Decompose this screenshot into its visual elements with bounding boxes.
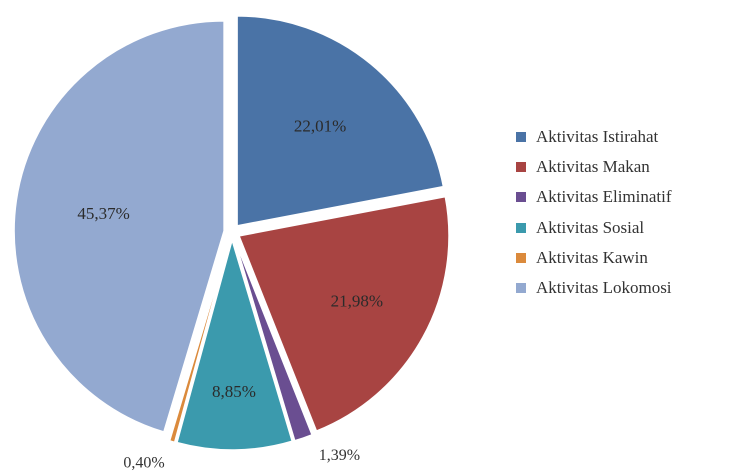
legend-item-makan: Aktivitas Makan xyxy=(516,152,672,182)
pie-slice-kawin xyxy=(168,239,231,444)
legend-swatch-makan xyxy=(516,162,526,173)
legend-label-sosial: Aktivitas Sosial xyxy=(536,217,645,237)
data-label-eliminatif: 1,39% xyxy=(319,447,360,464)
legend-swatch-istirahat xyxy=(516,132,526,143)
legend-swatch-lokomosi xyxy=(516,283,526,294)
legend-swatch-sosial xyxy=(516,222,526,233)
legend-swatch-eliminatif xyxy=(516,192,526,203)
pie-slice-eliminatif xyxy=(233,239,314,442)
data-label-makan: 21,98% xyxy=(331,292,383,311)
pie-slice-makan xyxy=(237,195,450,433)
legend-item-lokomosi: Aktivitas Lokomosi xyxy=(516,273,672,303)
legend-swatch-kawin xyxy=(516,252,526,263)
pie-chart: 22,01% 21,98% 1,39% 8,85% 0,40% 45,37% xyxy=(13,15,450,472)
legend-item-sosial: Aktivitas Sosial xyxy=(516,213,672,243)
pie-slice-istirahat xyxy=(236,15,445,227)
legend-label-makan: Aktivitas Makan xyxy=(536,157,650,177)
legend-item-kawin: Aktivitas Kawin xyxy=(516,243,672,273)
legend: Aktivitas Istirahat Aktivitas Makan Aktivi… xyxy=(516,122,672,303)
data-label-sosial: 8,85% xyxy=(212,382,256,401)
legend-item-istirahat: Aktivitas Istirahat xyxy=(516,122,672,152)
data-label-lokomosi: 45,37% xyxy=(77,204,129,223)
legend-label-eliminatif: Aktivitas Eliminatif xyxy=(536,187,672,207)
legend-label-istirahat: Aktivitas Istirahat xyxy=(536,127,659,147)
pie-slice-lokomosi xyxy=(13,20,225,433)
data-label-istirahat: 22,01% xyxy=(294,117,346,136)
legend-item-eliminatif: Aktivitas Eliminatif xyxy=(516,182,672,212)
legend-label-kawin: Aktivitas Kawin xyxy=(536,247,648,267)
pie-slice-sosial xyxy=(176,237,294,451)
legend-label-lokomosi: Aktivitas Lokomosi xyxy=(536,278,672,298)
data-label-kawin: 0,40% xyxy=(123,455,164,472)
